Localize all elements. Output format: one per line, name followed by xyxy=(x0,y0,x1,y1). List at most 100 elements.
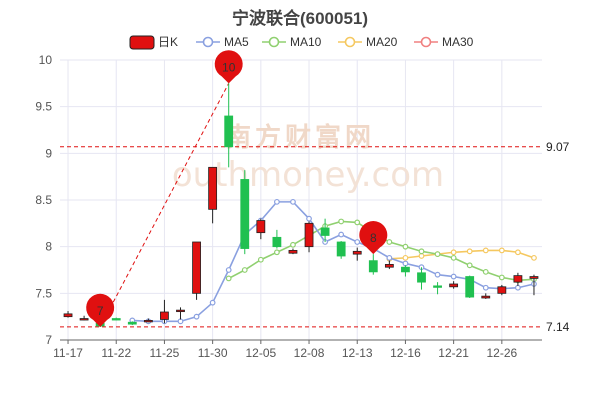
ma10-point xyxy=(241,267,248,273)
legend-marker xyxy=(344,36,356,48)
candle xyxy=(111,317,121,321)
x-tick-label: 12-26 xyxy=(486,346,517,360)
legend-marker xyxy=(202,36,214,48)
candle xyxy=(160,299,169,324)
ma5-point xyxy=(386,254,393,261)
candle xyxy=(256,218,266,240)
candle xyxy=(513,272,523,286)
legend-label: MA10 xyxy=(290,35,322,49)
mid-marker-pin xyxy=(359,221,388,255)
candle xyxy=(79,315,89,321)
candle xyxy=(433,282,442,295)
legend-item-ma20[interactable]: MA20 xyxy=(338,35,398,49)
legend-item-kline[interactable]: 日K xyxy=(129,35,178,50)
ma20-point xyxy=(531,254,537,261)
candle-body xyxy=(384,263,394,268)
candle xyxy=(208,166,218,224)
candle xyxy=(352,247,362,261)
ma5-point xyxy=(290,198,296,205)
ma5-point xyxy=(177,318,184,325)
y-tick-label: 9.5 xyxy=(35,100,52,114)
candle xyxy=(127,321,137,326)
low-marker: 7 xyxy=(86,293,115,327)
ma10-point xyxy=(466,262,473,269)
candle-body xyxy=(111,318,121,321)
candle-body xyxy=(368,260,378,273)
x-tick-label: 12-16 xyxy=(390,346,421,360)
trend-line xyxy=(99,83,230,328)
candle-body xyxy=(160,311,169,320)
candle xyxy=(336,241,346,259)
candle xyxy=(529,274,539,296)
candle xyxy=(192,241,201,300)
legend-item-ma5[interactable]: MA5 xyxy=(196,35,249,49)
candle-body xyxy=(320,227,330,236)
candle-body xyxy=(224,115,234,148)
axes: 7 7.5 8 8.5 9 9.5 10 11-17 11-22 11-25 11-30 12-05 1… xyxy=(35,53,542,360)
ma20-point xyxy=(498,247,505,254)
candle-body xyxy=(256,220,266,234)
candle-body xyxy=(304,222,314,248)
candle xyxy=(63,311,73,318)
legend-label: MA5 xyxy=(224,35,249,49)
high-marker: 10 xyxy=(214,50,243,84)
ma10-point xyxy=(354,219,361,226)
ma5-point xyxy=(225,267,232,273)
ma5-point xyxy=(434,271,441,278)
candle-body xyxy=(497,286,507,294)
ma10-point xyxy=(402,243,409,250)
candle-body xyxy=(481,295,491,299)
chart-title: 宁波联合(600051) xyxy=(231,9,369,28)
candles xyxy=(63,83,539,327)
ma5-point xyxy=(515,284,521,291)
legend-marker xyxy=(268,36,280,48)
high-marker-pin xyxy=(214,50,243,84)
candle-body xyxy=(240,179,250,249)
ma10-point xyxy=(225,275,232,282)
candle-body xyxy=(143,319,153,323)
ma10-point xyxy=(274,249,280,256)
ma20-point xyxy=(402,254,409,261)
candle-body xyxy=(336,241,346,257)
candle xyxy=(465,275,475,298)
y-tick-label: 7.5 xyxy=(35,286,52,300)
ma20-point xyxy=(515,249,521,256)
candle xyxy=(481,293,491,299)
ma20-line xyxy=(389,249,535,260)
reference-label: 7.14 xyxy=(546,320,570,334)
candle-body xyxy=(417,272,426,283)
moving-averages xyxy=(129,198,537,325)
x-tick-label: 11-30 xyxy=(198,346,228,360)
ma5-point xyxy=(402,260,409,267)
candle xyxy=(240,170,250,255)
candle xyxy=(417,267,426,290)
ma20-point xyxy=(482,247,489,254)
reference-label: 9.07 xyxy=(546,140,570,154)
legend-item-ma30[interactable]: MA30 xyxy=(414,35,474,49)
candle xyxy=(384,260,394,270)
ma20-point xyxy=(466,248,473,255)
ma20-point xyxy=(450,249,457,256)
legend-item-ma10[interactable]: MA10 xyxy=(262,35,322,49)
ma5-point xyxy=(209,299,216,306)
y-tick-label: 8.5 xyxy=(35,193,52,207)
candle-body xyxy=(401,266,410,273)
candle-body xyxy=(192,241,201,294)
y-tick-label: 10 xyxy=(39,53,53,67)
markers: 10 7 8 xyxy=(86,50,388,327)
candle-body xyxy=(465,276,475,298)
legend-label: MA20 xyxy=(366,35,398,49)
candle-body xyxy=(529,276,539,279)
candle xyxy=(368,254,378,275)
grid xyxy=(60,59,542,341)
candle-body xyxy=(352,250,362,255)
candle xyxy=(304,221,314,253)
ma20-point xyxy=(418,253,425,259)
candle xyxy=(288,248,298,255)
candle-body xyxy=(127,321,137,325)
candle xyxy=(449,281,459,289)
legend[interactable]: 日K MA5 MA10 MA20 MA30 xyxy=(129,35,474,50)
watermark-cn: 南方财富网 xyxy=(225,122,375,153)
candle-body xyxy=(208,166,218,210)
candle-body xyxy=(272,236,282,248)
